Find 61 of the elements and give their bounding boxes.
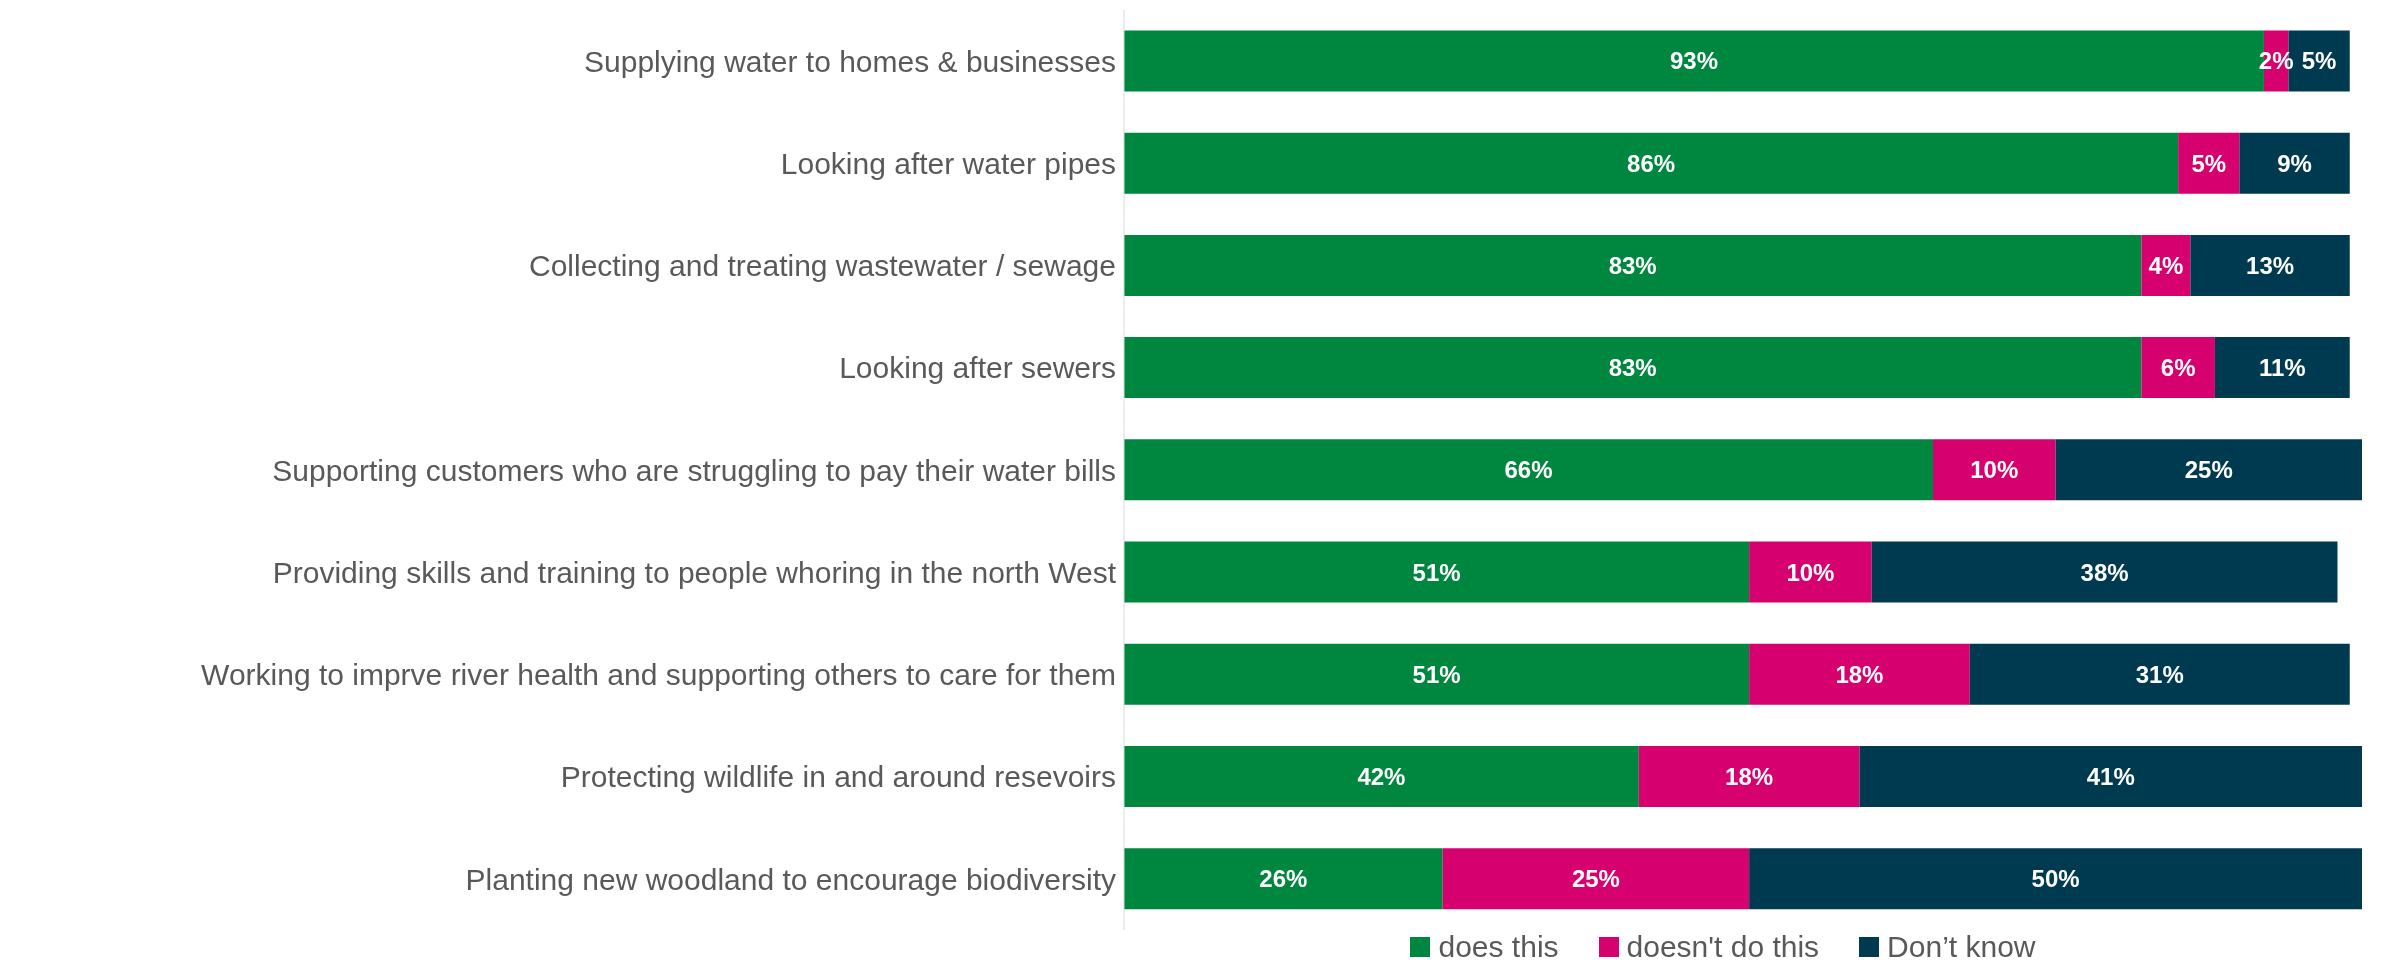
- data-label: 51%: [1412, 660, 1461, 688]
- bar: [2190, 234, 2350, 296]
- bar: [1124, 848, 1443, 910]
- data-label: 6%: [2160, 354, 2196, 382]
- bar: [1124, 746, 1639, 807]
- data-label: 83%: [1608, 251, 1657, 279]
- bar: [1859, 746, 2362, 807]
- data-label: 86%: [1627, 149, 1676, 177]
- y-tick-label: Collecting and treating wastewater / sewage: [529, 249, 1116, 283]
- y-tick-label: Protecting wildlife in and around resevoirs: [560, 760, 1116, 794]
- data-label: 50%: [2031, 865, 2080, 893]
- bar: [1124, 439, 1933, 501]
- data-label: 25%: [2184, 456, 2233, 484]
- data-label: 25%: [1571, 865, 1620, 893]
- data-label: 13%: [2246, 251, 2295, 279]
- data-label: 41%: [2086, 763, 2135, 791]
- bar: [1124, 337, 2142, 399]
- data-label: 18%: [1835, 660, 1884, 688]
- y-tick-label: Working to imprve river health and supporting others to care for them: [201, 658, 1116, 692]
- data-label: 51%: [1412, 558, 1461, 586]
- bar: [1969, 643, 2350, 705]
- data-label: 93%: [1669, 47, 1718, 75]
- bar: [2055, 439, 2362, 501]
- bar: [2178, 132, 2240, 194]
- bar: [1749, 643, 1970, 705]
- bar: [1124, 643, 1750, 705]
- data-label: 83%: [1608, 354, 1657, 382]
- data-label: 66%: [1504, 456, 1553, 484]
- bar: [1124, 541, 1750, 603]
- y-tick-label: Providing skills and training to people whoring in the north West: [272, 555, 1117, 589]
- bar: [1749, 541, 1872, 603]
- data-label: 10%: [1970, 456, 2019, 484]
- y-tick-label: Looking after water pipes: [780, 146, 1116, 180]
- bar: [1124, 132, 2179, 194]
- data-label: 4%: [2148, 251, 2184, 279]
- data-label: 5%: [2301, 47, 2337, 75]
- bar: [2239, 132, 2350, 194]
- bar: [1749, 848, 2362, 910]
- data-label: 26%: [1259, 865, 1308, 893]
- legend-label: does this: [1438, 930, 1559, 964]
- bar: [1638, 746, 1860, 807]
- y-tick-label: Supplying water to homes & businesses: [584, 44, 1116, 78]
- bar: [2141, 337, 2215, 399]
- bar: [1442, 848, 1750, 910]
- data-label: 42%: [1357, 763, 1406, 791]
- y-tick-label: Supporting customers who are struggling to pay their water bills: [272, 453, 1116, 487]
- data-label: 38%: [2080, 558, 2129, 586]
- legend-label: Don’t know: [1887, 930, 2036, 964]
- legend-label: doesn't do this: [1626, 930, 1820, 964]
- data-label: 10%: [1786, 558, 1835, 586]
- y-tick-label: Planting new woodland to encourage biodiversity: [465, 862, 1116, 896]
- data-label: 5%: [2191, 149, 2227, 177]
- y-tick-label: Looking after sewers: [839, 351, 1116, 385]
- bar: [1932, 439, 2056, 501]
- data-label: 9%: [2277, 149, 2312, 177]
- data-label: 31%: [2135, 660, 2184, 688]
- data-label: 11%: [2258, 354, 2306, 382]
- data-label: 18%: [1725, 763, 1774, 791]
- bar: [1871, 541, 2338, 603]
- bar: [2214, 337, 2350, 399]
- bar: [1124, 234, 2142, 296]
